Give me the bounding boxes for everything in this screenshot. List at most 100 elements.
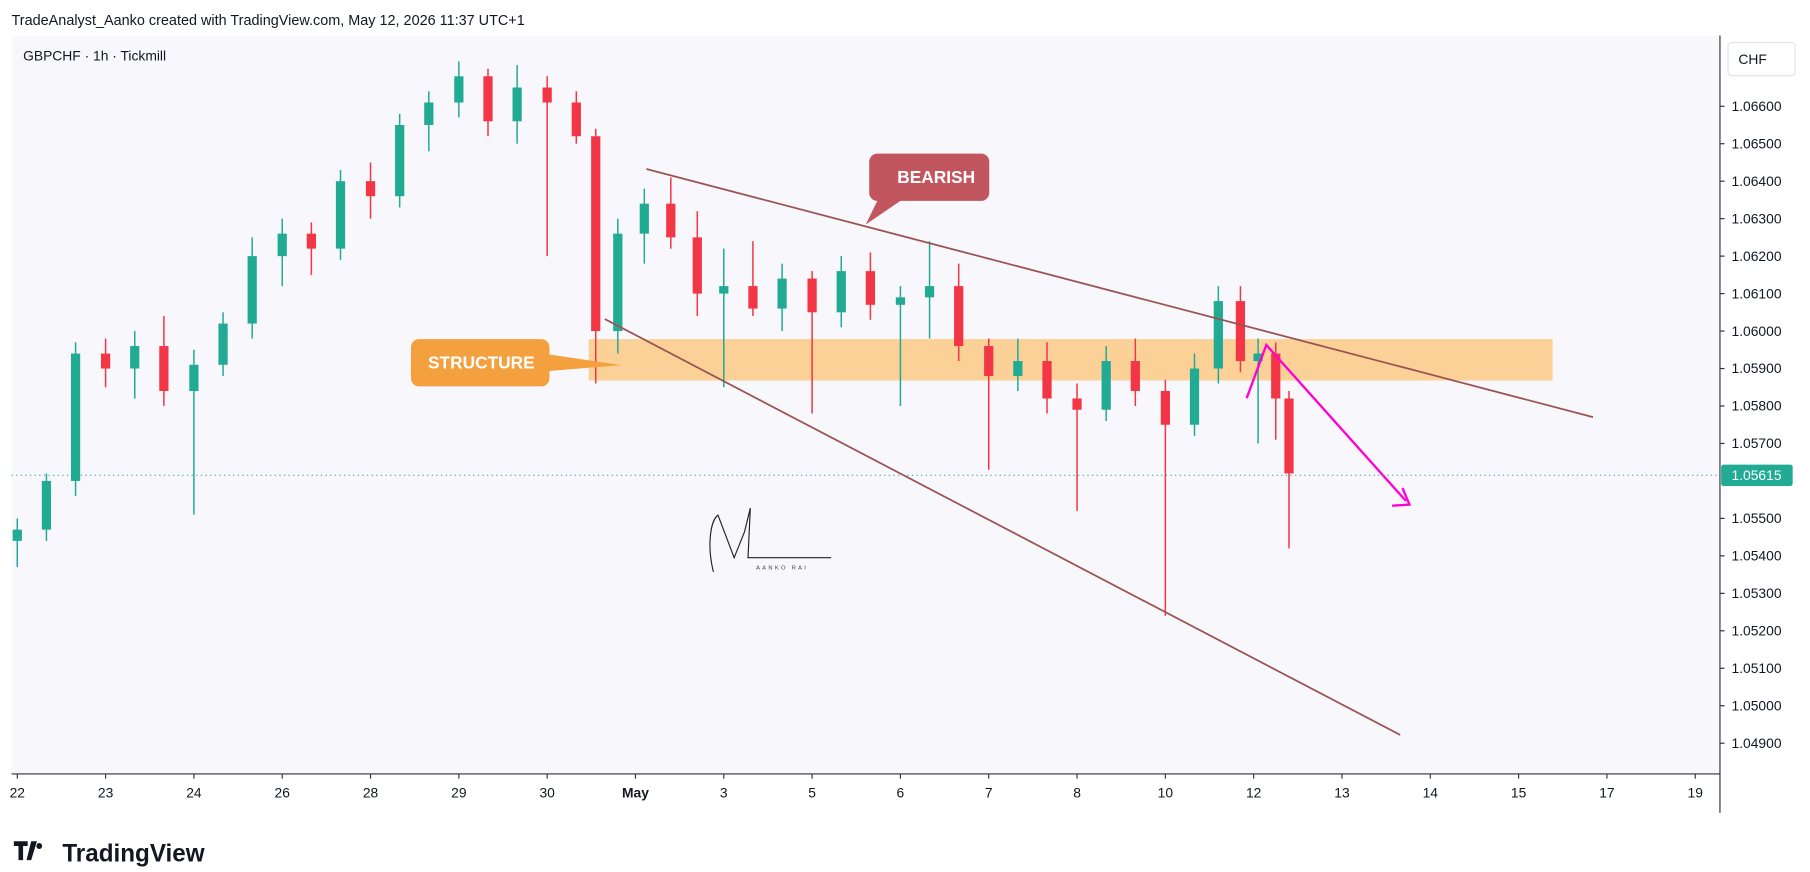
attribution: TradeAnalyst_Aanko created with TradingV…	[12, 13, 525, 29]
candle-body	[1271, 353, 1281, 399]
y-tick-label: 1.05300	[1732, 585, 1782, 601]
structure-label: STRUCTURE	[428, 352, 535, 372]
structure-callout	[410, 339, 622, 387]
bearish-label: BEARISH	[897, 167, 975, 187]
candle-body	[454, 76, 464, 103]
y-tick-label: 1.05500	[1732, 510, 1782, 526]
candle-body	[924, 286, 935, 298]
currency-box[interactable]	[1727, 41, 1796, 77]
candle-body	[483, 76, 493, 122]
y-tick-label: 1.06500	[1732, 135, 1782, 151]
candle-body	[100, 353, 111, 369]
candle-body	[1235, 301, 1246, 362]
x-tick-label: 24	[186, 784, 202, 800]
logo: TradingView	[13, 840, 206, 867]
x-tick-label: 8	[1073, 784, 1081, 800]
candle-body	[613, 233, 623, 332]
upper-trendline	[646, 168, 1594, 418]
axes: 1.04900 1.05000 1.05100 1.05200 1.05300 1.054…	[10, 98, 1782, 801]
y-tick-label: 1.05400	[1732, 547, 1782, 563]
candle-body	[807, 278, 817, 313]
candle-body	[247, 256, 257, 324]
x-tick-label: 12	[1246, 784, 1262, 800]
candle-body	[865, 271, 876, 305]
x-tick-label: 5	[808, 784, 816, 800]
y-tick-label: 1.05000	[1732, 697, 1782, 713]
last-price-label: 1.05615	[1732, 467, 1782, 483]
candle-body	[1253, 353, 1263, 362]
y-tick-label: 1.06100	[1732, 285, 1782, 301]
candle-body	[666, 203, 676, 238]
candle-body	[639, 203, 649, 234]
y-tick-label: 1.05800	[1732, 398, 1782, 414]
candle-body	[719, 286, 729, 294]
candle-body	[424, 102, 434, 125]
x-tick-label: 17	[1599, 784, 1615, 800]
candle-body	[335, 181, 346, 249]
candle-body	[895, 297, 906, 305]
y-tick-label: 1.05900	[1732, 360, 1782, 376]
candle-body	[218, 323, 228, 365]
logo-text: TradingView	[62, 840, 205, 867]
last-price-box	[1721, 464, 1793, 486]
signature-drawing	[709, 507, 832, 573]
x-tick-label: 10	[1158, 784, 1174, 800]
candle-body	[159, 346, 169, 392]
y-tick-label: 1.05200	[1732, 622, 1782, 638]
x-tick-label: 29	[451, 784, 467, 800]
x-tick-label: 3	[720, 784, 728, 800]
candle-body	[365, 181, 376, 197]
x-tick-label: 19	[1688, 784, 1704, 800]
currency: CHF	[1738, 51, 1766, 67]
candle-body	[1284, 398, 1294, 474]
x-tick-label: 7	[985, 784, 993, 800]
x-tick-label: 30	[539, 784, 555, 800]
x-tick-label: 22	[10, 784, 26, 800]
x-tick-label: 15	[1511, 784, 1527, 800]
x-tick-label: 14	[1423, 784, 1439, 800]
candle-body	[1160, 391, 1170, 425]
lower-trendline	[604, 318, 1401, 736]
candle-body	[41, 480, 52, 530]
y-tick-label: 1.04900	[1732, 735, 1782, 751]
candle-body	[1042, 361, 1052, 399]
candle-body	[1213, 301, 1223, 369]
logo-dot	[36, 843, 43, 849]
candle-body	[777, 278, 787, 309]
candle-body	[1189, 368, 1200, 425]
logo-mark	[13, 841, 37, 861]
projection-arrow	[1245, 342, 1407, 502]
arrow-head	[1392, 487, 1412, 507]
structure-zone	[588, 339, 1553, 381]
candle-body	[692, 237, 702, 294]
candle-body	[1072, 398, 1082, 410]
candle-body	[591, 136, 601, 332]
y-tick-label: 1.06600	[1732, 98, 1782, 114]
candle-body	[748, 286, 758, 309]
y-tick-label: 1.05700	[1732, 435, 1782, 451]
candle-body	[571, 102, 581, 137]
x-tick-label: 28	[363, 784, 379, 800]
y-tick-label: 1.06000	[1732, 323, 1782, 339]
bearish-callout	[865, 153, 990, 225]
y-tick-label: 1.06300	[1732, 210, 1782, 226]
x-tick-label: May	[622, 784, 649, 800]
candle-body	[306, 233, 316, 249]
x-tick-label: 26	[275, 784, 291, 800]
candle-body	[277, 233, 287, 257]
signature-text: AANKO RAI	[756, 565, 808, 571]
candle-body	[1101, 361, 1111, 410]
candle-body	[542, 87, 552, 103]
candle-body	[395, 124, 405, 197]
x-tick-label: 6	[897, 784, 905, 800]
y-tick-label: 1.06400	[1732, 173, 1782, 189]
symbol-title: GBPCHF · 1h · Tickmill	[23, 47, 166, 63]
y-tick-label: 1.06200	[1732, 248, 1782, 264]
candles	[12, 61, 1294, 616]
candle-body	[1130, 361, 1140, 392]
x-tick-label: 13	[1334, 784, 1350, 800]
candle-body	[189, 364, 199, 392]
candle-body	[130, 346, 140, 369]
y-tick-label: 1.05100	[1732, 660, 1782, 676]
